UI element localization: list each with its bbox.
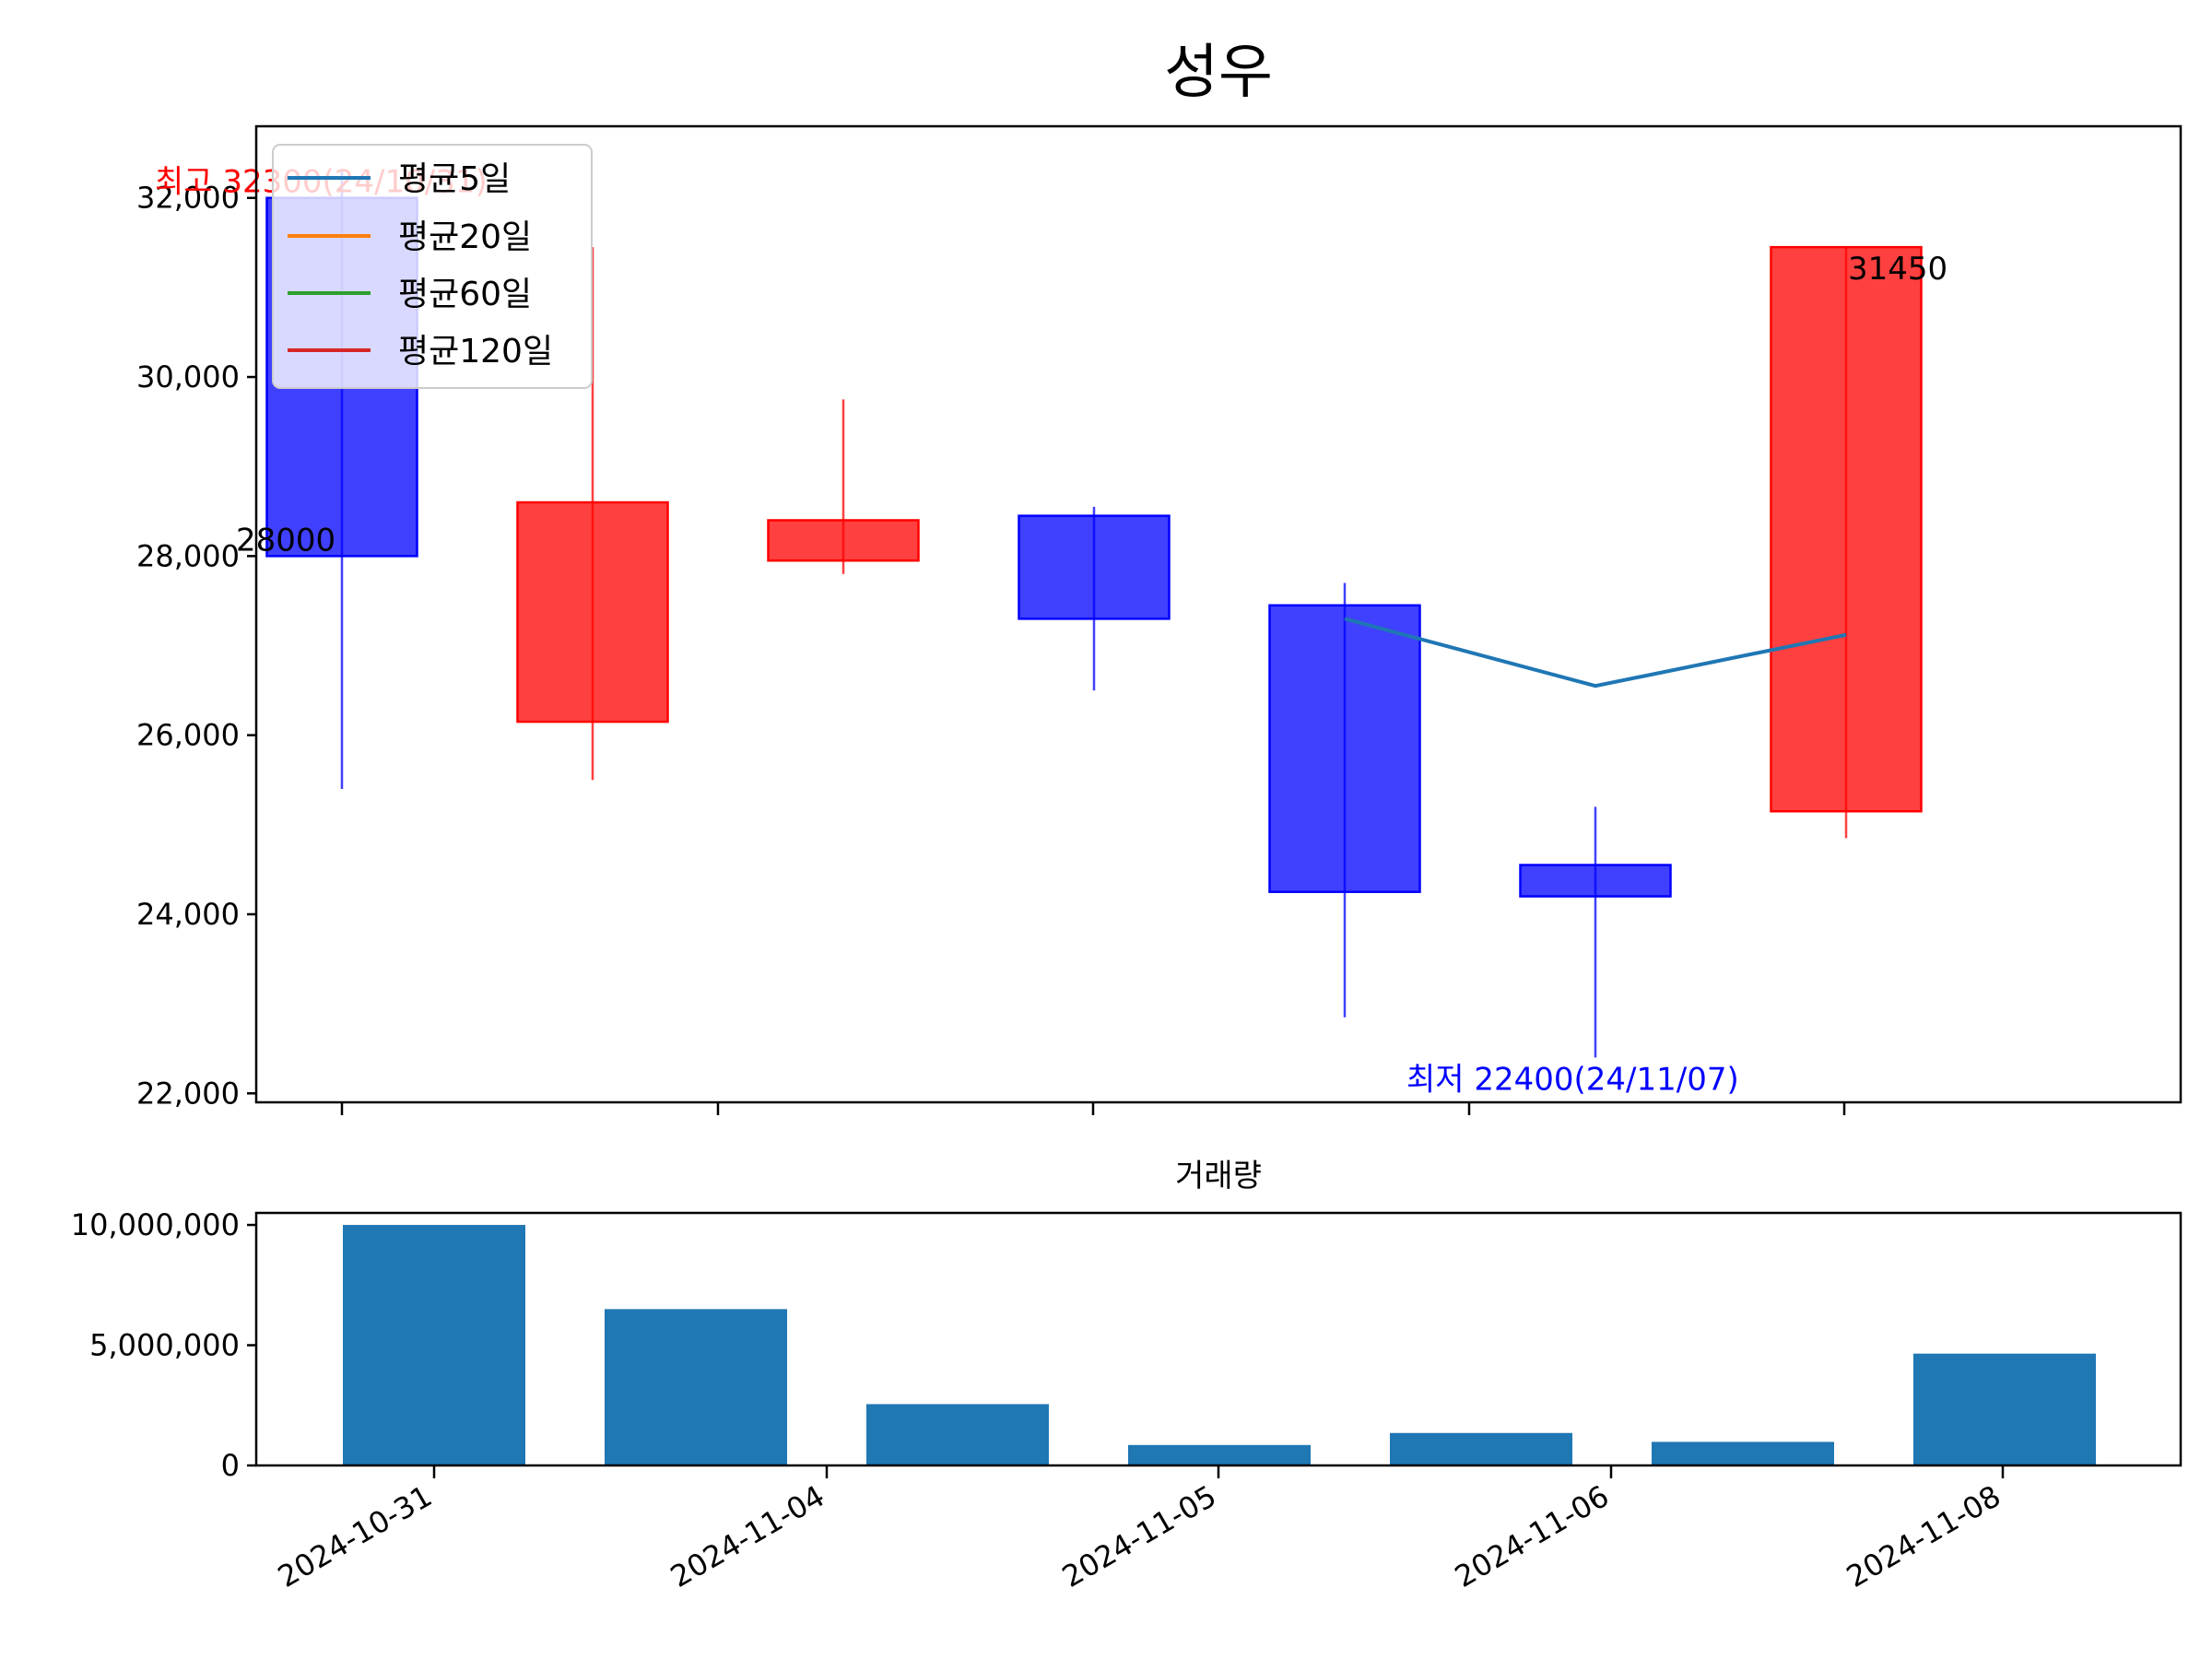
volume-bar (605, 1309, 787, 1465)
candle-body (1519, 864, 1672, 898)
legend-label-ma5: 평균5일 (398, 160, 511, 198)
price-ytick-label: 30,000 (136, 359, 240, 394)
volume-bar (1390, 1432, 1572, 1465)
volume-ytick-label: 0 (221, 1448, 240, 1483)
candle-body (1770, 245, 1923, 813)
candle-body (1018, 514, 1171, 620)
chart-title: 성우 (1164, 39, 1273, 107)
legend: 평균5일 평균20일 평균60일 평균120일 (272, 144, 593, 389)
legend-box (272, 144, 593, 389)
low-annotation: 최저 22400(24/11/07) (1406, 1061, 1739, 1098)
legend-label-ma60: 평균60일 (398, 276, 532, 313)
volume-bar (1128, 1444, 1311, 1465)
legend-label-ma120: 평균120일 (398, 333, 553, 371)
volume-ytick-label: 5,000,000 (89, 1328, 240, 1363)
volume-axes-frame (254, 1211, 2183, 1467)
price-axes-frame (254, 124, 2183, 1104)
candle-body (1268, 604, 1421, 893)
candle-body (767, 519, 920, 562)
price-ytick-label: 28,000 (136, 538, 240, 573)
volume-title: 거래량 (1175, 1158, 1262, 1194)
last-close-annotation: 31450 (1848, 251, 1947, 288)
ma-line (1344, 617, 1847, 688)
volume-bar (343, 1225, 525, 1465)
volume-bar (866, 1404, 1049, 1465)
volume-bar (1652, 1441, 1834, 1465)
price-ytick-label: 24,000 (136, 897, 240, 932)
volume-ytick-label: 10,000,000 (71, 1207, 240, 1242)
candle-body (516, 500, 669, 724)
first-close-annotation: 28000 (236, 522, 335, 559)
price-ytick-label: 26,000 (136, 718, 240, 753)
legend-label-ma20: 평균20일 (398, 218, 532, 256)
price-ytick-label: 22,000 (136, 1076, 240, 1111)
price-ytick-label: 32,000 (136, 181, 240, 216)
volume-bar (1913, 1353, 2096, 1465)
